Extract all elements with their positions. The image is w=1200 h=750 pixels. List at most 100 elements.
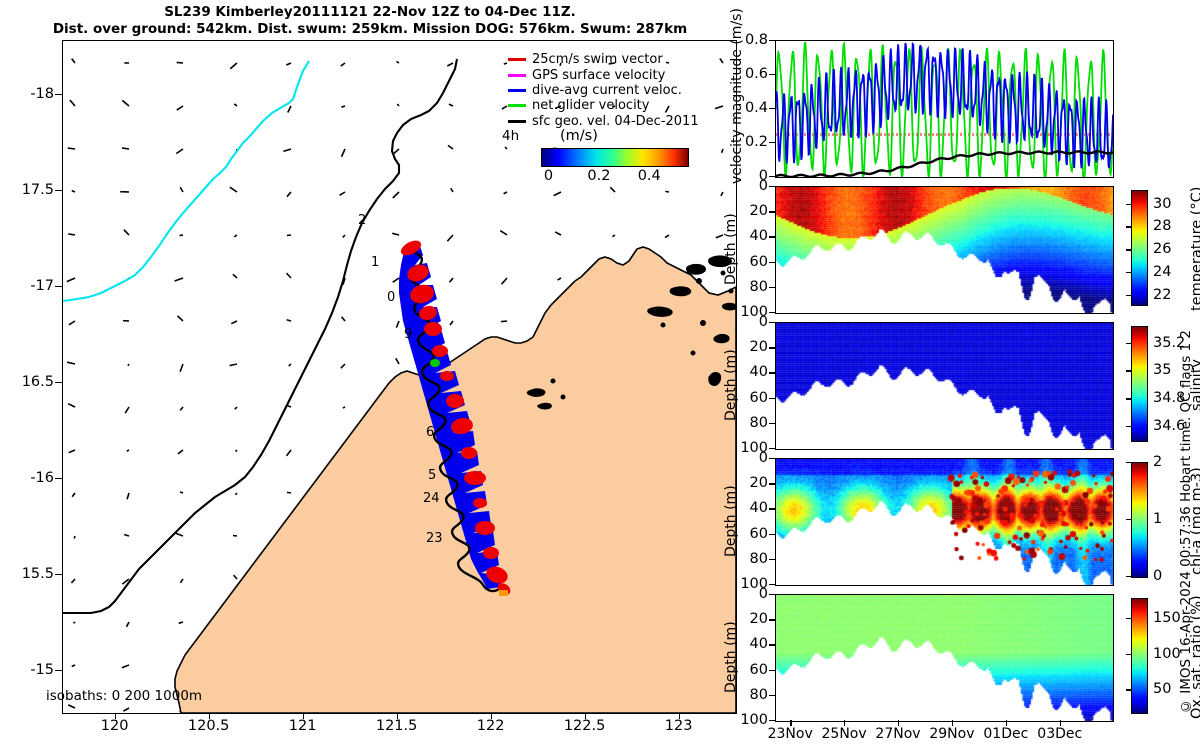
colorbar-tick [1126, 426, 1131, 428]
salinity-section-panel[interactable] [775, 322, 1114, 450]
depth-tick-label: 20 [749, 611, 768, 628]
map-canvas [63, 58, 736, 713]
current-vector [286, 191, 292, 198]
map-colorbar-units: (m/s) [560, 128, 598, 144]
current-vector [504, 146, 508, 150]
depth-tick [769, 312, 775, 314]
temperature-colorbar-label: temperature (°C) [1189, 186, 1200, 312]
oxygen-section-panel[interactable] [775, 594, 1114, 722]
current-vector [554, 105, 562, 110]
current-vector [503, 191, 508, 195]
current-vector [501, 105, 508, 110]
current-vector [232, 534, 238, 537]
current-vector [176, 61, 184, 64]
colorbar-tick-label: 30 [1153, 195, 1172, 212]
depth-tick-label: 40 [749, 500, 768, 517]
current-vector [73, 535, 76, 539]
current-vector [715, 234, 724, 239]
isobath-1000m [63, 60, 310, 303]
track-date-label: 1 [371, 255, 380, 270]
colorbar-tick-label: 28 [1153, 218, 1172, 235]
legend-line-swatch [508, 119, 526, 123]
map-colorbar-tick-label: 0.4 [637, 168, 661, 184]
current-vector [286, 319, 292, 322]
colorbar-tick-label: 1 [1153, 511, 1163, 527]
colorbar-tick-label: 24 [1153, 264, 1172, 281]
date-tick [951, 720, 954, 726]
current-vector [230, 320, 238, 325]
glider-path [406, 247, 500, 593]
current-vector [177, 449, 184, 455]
chlorophyll-section-panel[interactable] [775, 458, 1114, 586]
track-date-label: 9 [404, 327, 413, 342]
depth-tick-label: 100 [740, 576, 768, 592]
map-colorbar-tick-label: 0 [543, 168, 554, 184]
map-y-tick [55, 189, 62, 192]
current-vector [286, 62, 292, 66]
island-group [526, 255, 736, 410]
gps-surface-velocity-group [430, 359, 440, 367]
temperature-section-panel[interactable] [775, 186, 1114, 314]
current-vector [664, 105, 670, 113]
current-vector [125, 621, 130, 628]
depth-tick [769, 619, 775, 621]
velocity-y-tick-label: 0 [758, 168, 768, 184]
current-vector [67, 147, 76, 150]
colorbar-tick [1126, 617, 1131, 620]
current-vector [720, 191, 724, 197]
current-vector [665, 190, 670, 193]
colorbar-tick [1126, 653, 1131, 655]
velocity-y-tick [769, 74, 775, 76]
current-vector [500, 277, 508, 285]
glider-track-map[interactable] [62, 40, 737, 714]
current-vector [232, 273, 238, 279]
current-vector [179, 578, 184, 584]
temperature-colorbar [1131, 190, 1148, 306]
velocity-plot-canvas [776, 41, 1113, 177]
current-vector [233, 234, 238, 238]
depth-tick [769, 322, 775, 324]
current-vector [719, 58, 724, 64]
colorbar-tick [1126, 294, 1131, 297]
depth-tick-label: 20 [749, 475, 768, 492]
current-vector [448, 277, 454, 283]
depth-tick-label: 80 [749, 278, 768, 295]
current-vector [448, 103, 454, 107]
date-tick-label: 27Nov [875, 726, 921, 742]
depth-tick-label: 80 [749, 550, 768, 567]
track-date-label: 0 [387, 290, 396, 305]
colorbar-tick [1126, 272, 1131, 274]
current-vector [175, 532, 184, 537]
date-tick-label: 23Nov [767, 726, 813, 742]
legend-line-swatch [508, 58, 526, 62]
colorbar-tick-label: 35.2 [1153, 334, 1186, 351]
depth-tick-label: 40 [749, 228, 768, 245]
legend-label: 25cm/s swim vector [532, 52, 663, 68]
map-x-tick-label: 120 [100, 718, 129, 734]
oxygen-section-canvas [776, 595, 1113, 721]
current-vector [121, 578, 130, 585]
current-vector [66, 277, 76, 283]
chlorophyll-colorbar [1131, 462, 1148, 578]
map-x-tick-label: 122 [476, 718, 505, 734]
colorbar-tick-label: 50 [1153, 681, 1172, 698]
depth-tick-label: 40 [749, 364, 768, 381]
map-y-tick-label: -18 [30, 85, 54, 102]
map-y-tick-label: -15 [30, 661, 54, 678]
depth-tick [769, 533, 775, 535]
depth-tick-label: 80 [749, 414, 768, 431]
map-y-tick-label: -16 [30, 469, 54, 486]
current-vector [69, 99, 76, 107]
current-vector [340, 62, 346, 67]
current-vector [341, 105, 346, 108]
map-y-tick [55, 381, 62, 384]
depth-tick-label: 0 [758, 450, 768, 466]
salinity-ylabel: Depth (m) [723, 349, 739, 421]
current-vector [720, 148, 724, 154]
velocity-timeseries-panel[interactable] [775, 40, 1114, 178]
legend-line-swatch [508, 73, 526, 77]
depth-tick-label: 100 [740, 440, 768, 456]
depth-tick [769, 644, 775, 646]
depth-tick-label: 60 [749, 661, 768, 678]
legend-label: dive-avg current veloc. [532, 82, 682, 98]
